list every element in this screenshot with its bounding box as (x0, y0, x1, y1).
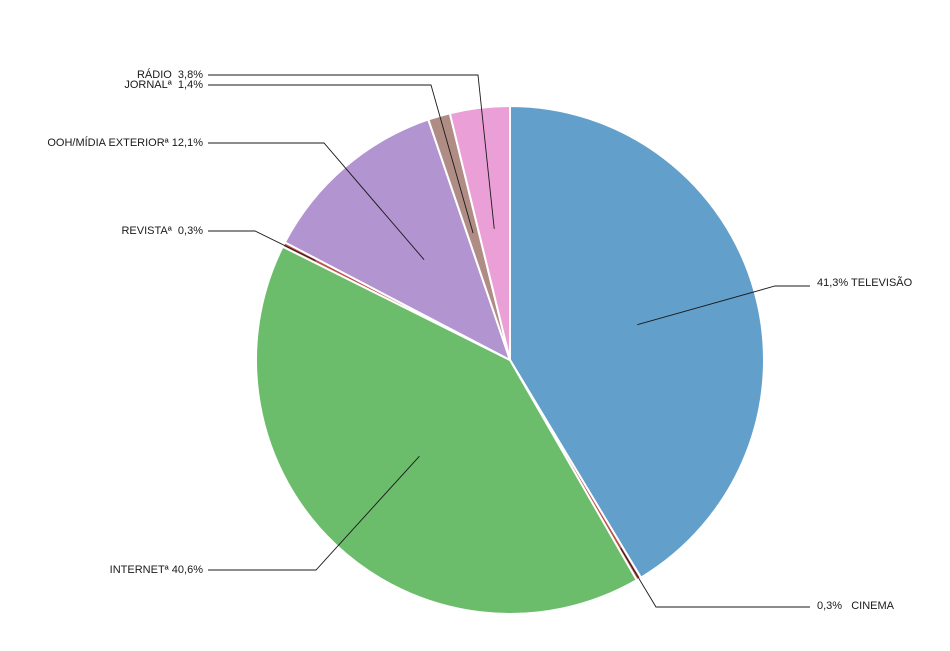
slice-labels: 41,3% TELEVISÃO 0,3% CINEMA INTERNETª 40,6… (47, 68, 912, 612)
leader-line (208, 84, 474, 234)
slice-label: RÁDIO 3,8% (137, 68, 203, 81)
pie-slice-internet (255, 245, 639, 616)
slice-label: 41,3% TELEVISÃO (817, 276, 913, 289)
leader-line (620, 548, 810, 608)
leader-line (637, 285, 810, 326)
slice-label: REVISTAª 0,3% (121, 225, 203, 237)
leader-line (208, 455, 420, 571)
slice-label: 0,3% CINEMA (817, 600, 895, 612)
slice-label: OOH/MÍDIA EXTERIORª 12,1% (47, 136, 203, 149)
leader-line (208, 142, 425, 260)
slice-label: JORNALª 1,4% (124, 79, 203, 91)
pie-slice-r-dio (448, 104, 511, 361)
slice-label: INTERNETª 40,6% (110, 564, 204, 576)
leader-line (208, 230, 316, 262)
pie-slices (255, 104, 765, 616)
leader-line (208, 74, 495, 229)
leader-lines (208, 74, 810, 608)
